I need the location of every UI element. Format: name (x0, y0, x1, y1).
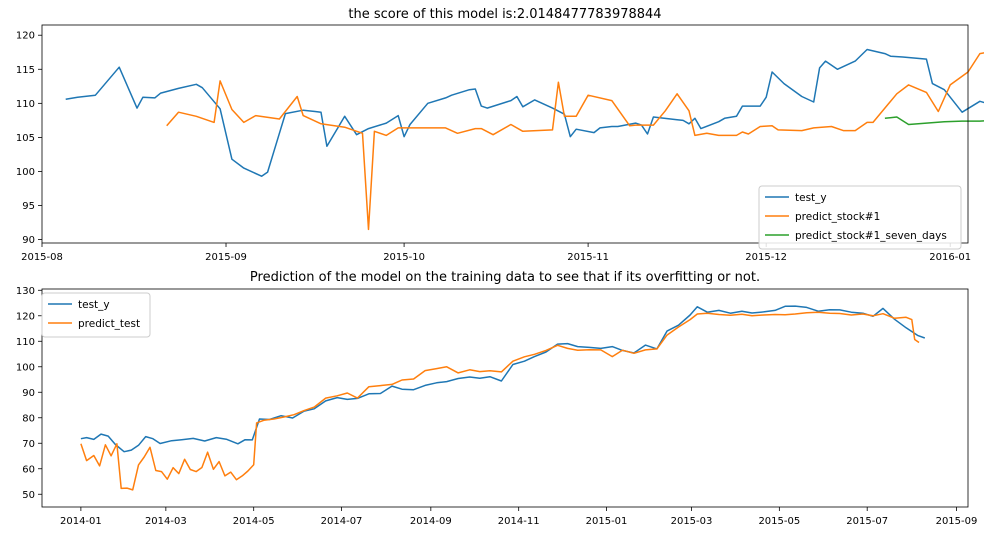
y-tick-label: 100 (16, 167, 35, 178)
y-tick-label: 110 (16, 99, 35, 110)
legend-label-test-y: test_y (795, 192, 827, 204)
legend: test_y predict_stock#1 predict_stock#1_sev… (758, 185, 962, 250)
plot-frame (41, 288, 969, 508)
plot-frame (41, 24, 969, 244)
x-tick-label: 2015-09 (936, 516, 978, 527)
x-tick-label: 2014-01 (60, 516, 102, 527)
top-chart: the score of this model is:2.01484777839… (16, 7, 984, 263)
x-tick-label: 2015-12 (745, 252, 787, 263)
series-line-test-y (65, 48, 984, 177)
y-tick-label: 130 (16, 286, 35, 297)
chart-title: the score of this model is:2.01484777839… (348, 7, 661, 22)
x-tick-label: 2014-05 (233, 516, 275, 527)
series-line-predict-stock-1 (166, 52, 984, 231)
x-tick-label: 2015-09 (205, 252, 247, 263)
y-tick-label: 100 (16, 362, 35, 373)
x-tick-label: 2016-01 (929, 252, 971, 263)
y-tick-label: 90 (22, 388, 35, 399)
y-tick-label: 115 (16, 65, 35, 76)
x-tick-label: 2014-09 (410, 516, 452, 527)
legend-label-predict-stock-1: predict_stock#1 (795, 211, 880, 223)
x-tick-label: 2014-11 (498, 516, 540, 527)
x-tick-label: 2014-03 (145, 516, 187, 527)
x-tick-label: 2015-07 (846, 516, 888, 527)
legend-label-test-y: test_y (78, 299, 110, 311)
y-tick-label: 70 (22, 439, 35, 450)
x-tick-label: 2015-05 (758, 516, 800, 527)
x-tick-label: 2015-08 (21, 252, 63, 263)
x-tick-label: 2015-11 (567, 252, 609, 263)
y-tick-label: 80 (22, 413, 35, 424)
y-tick-label: 95 (22, 201, 35, 212)
x-tick-label: 2014-07 (321, 516, 363, 527)
y-tick-label: 120 (16, 31, 35, 42)
y-tick-label: 110 (16, 337, 35, 348)
y-tick-label: 120 (16, 311, 35, 322)
series-line-predict-stock-1-seven-days (884, 116, 984, 126)
legend-label-predict-test: predict_test (78, 318, 140, 330)
legend: test_y predict_test (41, 292, 151, 338)
chart-title: Prediction of the model on the training … (250, 270, 760, 285)
legend-label-predict-stock-1-seven-days: predict_stock#1_seven_days (795, 230, 947, 242)
y-tick-label: 105 (16, 133, 35, 144)
x-tick-label: 2015-03 (671, 516, 713, 527)
bottom-chart: Prediction of the model on the training … (16, 270, 977, 527)
x-tick-label: 2015-01 (586, 516, 628, 527)
y-tick-label: 90 (22, 235, 35, 246)
series-line-predict-test (80, 311, 920, 491)
y-tick-label: 60 (22, 464, 35, 475)
y-tick-label: 50 (22, 490, 35, 501)
x-tick-label: 2015-10 (383, 252, 425, 263)
legend-box (758, 185, 962, 250)
series-line-test-y (80, 305, 926, 453)
